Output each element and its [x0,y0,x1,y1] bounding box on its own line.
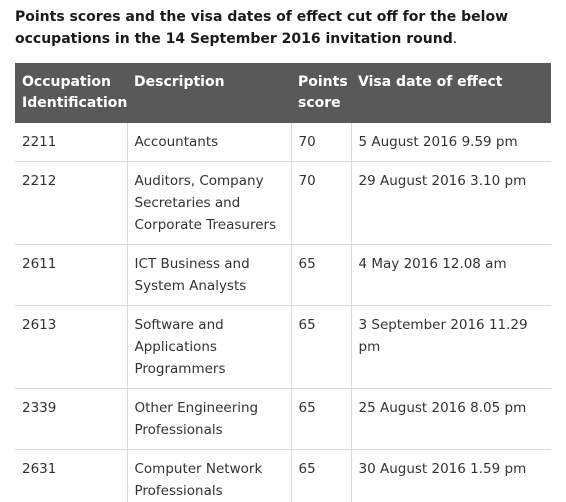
header-description: Description [127,63,291,123]
table-body: 2211 Accountants 70 5 August 2016 9.59 p… [15,123,551,502]
cell-description: ICT Business and System Analysts [126,244,291,306]
header-points-score: Points score [291,63,351,123]
cell-visa-date: 30 August 2016 1.59 pm [350,449,551,502]
header-occupation-id: Occupation Identification [15,63,127,123]
cell-points-score: 70 [290,123,351,162]
cell-visa-date: 5 August 2016 9.59 pm [350,123,551,162]
table-header: Occupation Identification Description Po… [15,63,551,123]
intro-period: . [452,31,458,47]
cell-points-score: 65 [290,305,351,389]
cell-visa-date: 29 August 2016 3.10 pm [350,161,551,245]
cell-description: Computer Network Professionals [126,449,291,502]
occupations-table: Occupation Identification Description Po… [15,63,551,502]
table-row: 2613 Software and Applications Programme… [15,305,551,389]
cell-occupation-id: 2211 [15,123,127,162]
cell-description: Auditors, Company Secretaries and Corpor… [126,161,291,245]
intro-paragraph: Points scores and the visa dates of effe… [15,6,560,50]
table-row: 2631 Computer Network Professionals 65 3… [15,449,551,502]
cell-description: Other Engineering Professionals [126,388,291,450]
cell-points-score: 65 [290,388,351,450]
table-row: 2339 Other Engineering Professionals 65 … [15,388,551,450]
cell-occupation-id: 2613 [15,305,127,389]
cell-description: Accountants [126,123,291,162]
cell-points-score: 70 [290,161,351,245]
table-row: 2211 Accountants 70 5 August 2016 9.59 p… [15,123,551,162]
cell-visa-date: 25 August 2016 8.05 pm [350,388,551,450]
header-visa-date: Visa date of effect [351,63,551,123]
cell-description: Software and Applications Programmers [126,305,291,389]
header-row: Occupation Identification Description Po… [15,63,551,123]
cell-occupation-id: 2339 [15,388,127,450]
intro-text: Points scores and the visa dates of effe… [15,9,509,47]
cell-visa-date: 4 May 2016 12.08 am [350,244,551,306]
cell-occupation-id: 2611 [15,244,127,306]
cell-points-score: 65 [290,449,351,502]
cell-occupation-id: 2212 [15,161,127,245]
cell-occupation-id: 2631 [15,449,127,502]
table-row: 2212 Auditors, Company Secretaries and C… [15,161,551,245]
cell-points-score: 65 [290,244,351,306]
cell-visa-date: 3 September 2016 11.29 pm [350,305,551,389]
table-row: 2611 ICT Business and System Analysts 65… [15,244,551,306]
